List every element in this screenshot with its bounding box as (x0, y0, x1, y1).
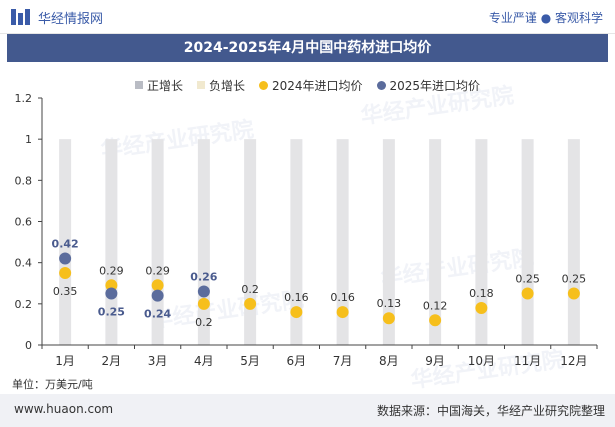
x-tick-label-9: 9月 (425, 354, 445, 368)
label-2024-4: 0.2 (195, 316, 213, 329)
point-2024-3 (151, 279, 164, 292)
point-2024-1 (59, 266, 72, 279)
x-tick-label-5: 5月 (240, 354, 260, 368)
growth-bar-4 (197, 139, 210, 345)
y-tick-label-0: 0 (25, 339, 32, 352)
point-2025-1 (59, 252, 72, 265)
x-tick-label-11: 11月 (514, 354, 541, 368)
point-2024-5 (244, 297, 257, 310)
y-tick-label-6: 1.2 (15, 92, 33, 105)
growth-bar-9 (429, 139, 442, 345)
growth-bar-10 (475, 139, 488, 345)
point-2025-2 (105, 287, 118, 300)
x-tick-label-8: 8月 (379, 354, 399, 368)
legend-label-negative: 负增长 (208, 78, 245, 93)
legend-label-2024: 2024年进口均价 (271, 78, 363, 93)
y-tick-label-5: 1 (25, 133, 32, 146)
point-2024-7 (336, 306, 349, 319)
data-source: 数据来源：中国海关，华经产业研究院整理 (376, 404, 605, 418)
chart-title: 2024-2025年4月中国中药材进口均价 (7, 34, 608, 62)
website-link[interactable]: www.huaon.com (14, 402, 114, 416)
point-2024-4 (197, 297, 210, 310)
point-2025-3 (151, 289, 164, 302)
label-2024-5: 0.2 (241, 283, 259, 296)
label-2024-9: 0.12 (423, 299, 448, 312)
y-tick-label-2: 0.4 (15, 257, 33, 270)
label-2024-8: 0.13 (377, 297, 402, 310)
legend-label-positive: 正增长 (146, 78, 183, 93)
growth-bar-5 (244, 139, 257, 345)
legend: 正增长 负增长 2024年进口均价 2025年进口均价 (0, 76, 615, 94)
x-tick-label-12: 12月 (560, 354, 587, 368)
top-bar: 华经情报网 专业严谨 ● 客观科学 (0, 0, 615, 34)
point-2024-8 (382, 312, 395, 325)
label-2024-3: 0.29 (145, 264, 170, 277)
legend-item-negative: 负增长 (196, 77, 245, 94)
x-tick-label-10: 10月 (468, 354, 495, 368)
brand-name: 华经情报网 (38, 12, 104, 27)
x-tick-label-1: 1月 (55, 354, 75, 368)
label-2024-1: 0.35 (53, 285, 78, 298)
label-2025-3: 0.24 (144, 308, 171, 321)
label-2025-2: 0.25 (98, 306, 125, 319)
logo-icon (11, 9, 30, 25)
x-tick-label-4: 4月 (194, 354, 214, 368)
legend-item-2024: 2024年进口均价 (258, 77, 363, 94)
x-tick-label-2: 2月 (102, 354, 122, 368)
point-2024-6 (290, 306, 303, 319)
legend-swatch-2024 (258, 80, 268, 90)
label-2024-10: 0.18 (469, 287, 494, 300)
label-2025-1: 0.42 (52, 238, 79, 251)
tagline: 专业严谨 ● 客观科学 (488, 11, 603, 25)
y-tick-label-4: 0.8 (15, 174, 33, 187)
growth-bar-8 (382, 139, 395, 345)
growth-bar-6 (290, 139, 303, 345)
point-2024-10 (475, 301, 488, 314)
legend-item-positive: 正增长 (134, 77, 183, 94)
y-tick-label-1: 0.2 (15, 298, 33, 311)
growth-bar-12 (567, 139, 580, 345)
label-2024-7: 0.16 (330, 291, 355, 304)
unit-label: 单位：万美元/吨 (12, 378, 93, 391)
label-2024-2: 0.29 (99, 264, 124, 277)
legend-swatch-2025 (376, 80, 386, 90)
growth-bar-7 (336, 139, 349, 345)
point-2024-9 (429, 314, 442, 327)
point-2025-4 (197, 285, 210, 298)
growth-bar-11 (521, 139, 534, 345)
legend-swatch-negative (196, 81, 205, 89)
y-tick-label-3: 0.6 (15, 216, 33, 229)
point-2024-2 (105, 279, 118, 292)
label-2024-11: 0.25 (515, 273, 540, 286)
point-2024-11 (521, 287, 534, 300)
x-tick-label-7: 7月 (333, 354, 353, 368)
label-2025-4: 0.26 (190, 270, 217, 283)
x-tick-label-6: 6月 (287, 354, 307, 368)
footer: www.huaon.com 数据来源：中国海关，华经产业研究院整理 (0, 394, 615, 427)
point-2024-12 (567, 287, 580, 300)
growth-bar-1 (59, 139, 72, 345)
legend-swatch-positive (134, 81, 143, 89)
legend-label-2025: 2025年进口均价 (389, 78, 481, 93)
legend-item-2025: 2025年进口均价 (376, 77, 481, 94)
label-2024-6: 0.16 (284, 291, 309, 304)
x-tick-label-3: 3月 (148, 354, 168, 368)
label-2024-12: 0.25 (562, 273, 587, 286)
